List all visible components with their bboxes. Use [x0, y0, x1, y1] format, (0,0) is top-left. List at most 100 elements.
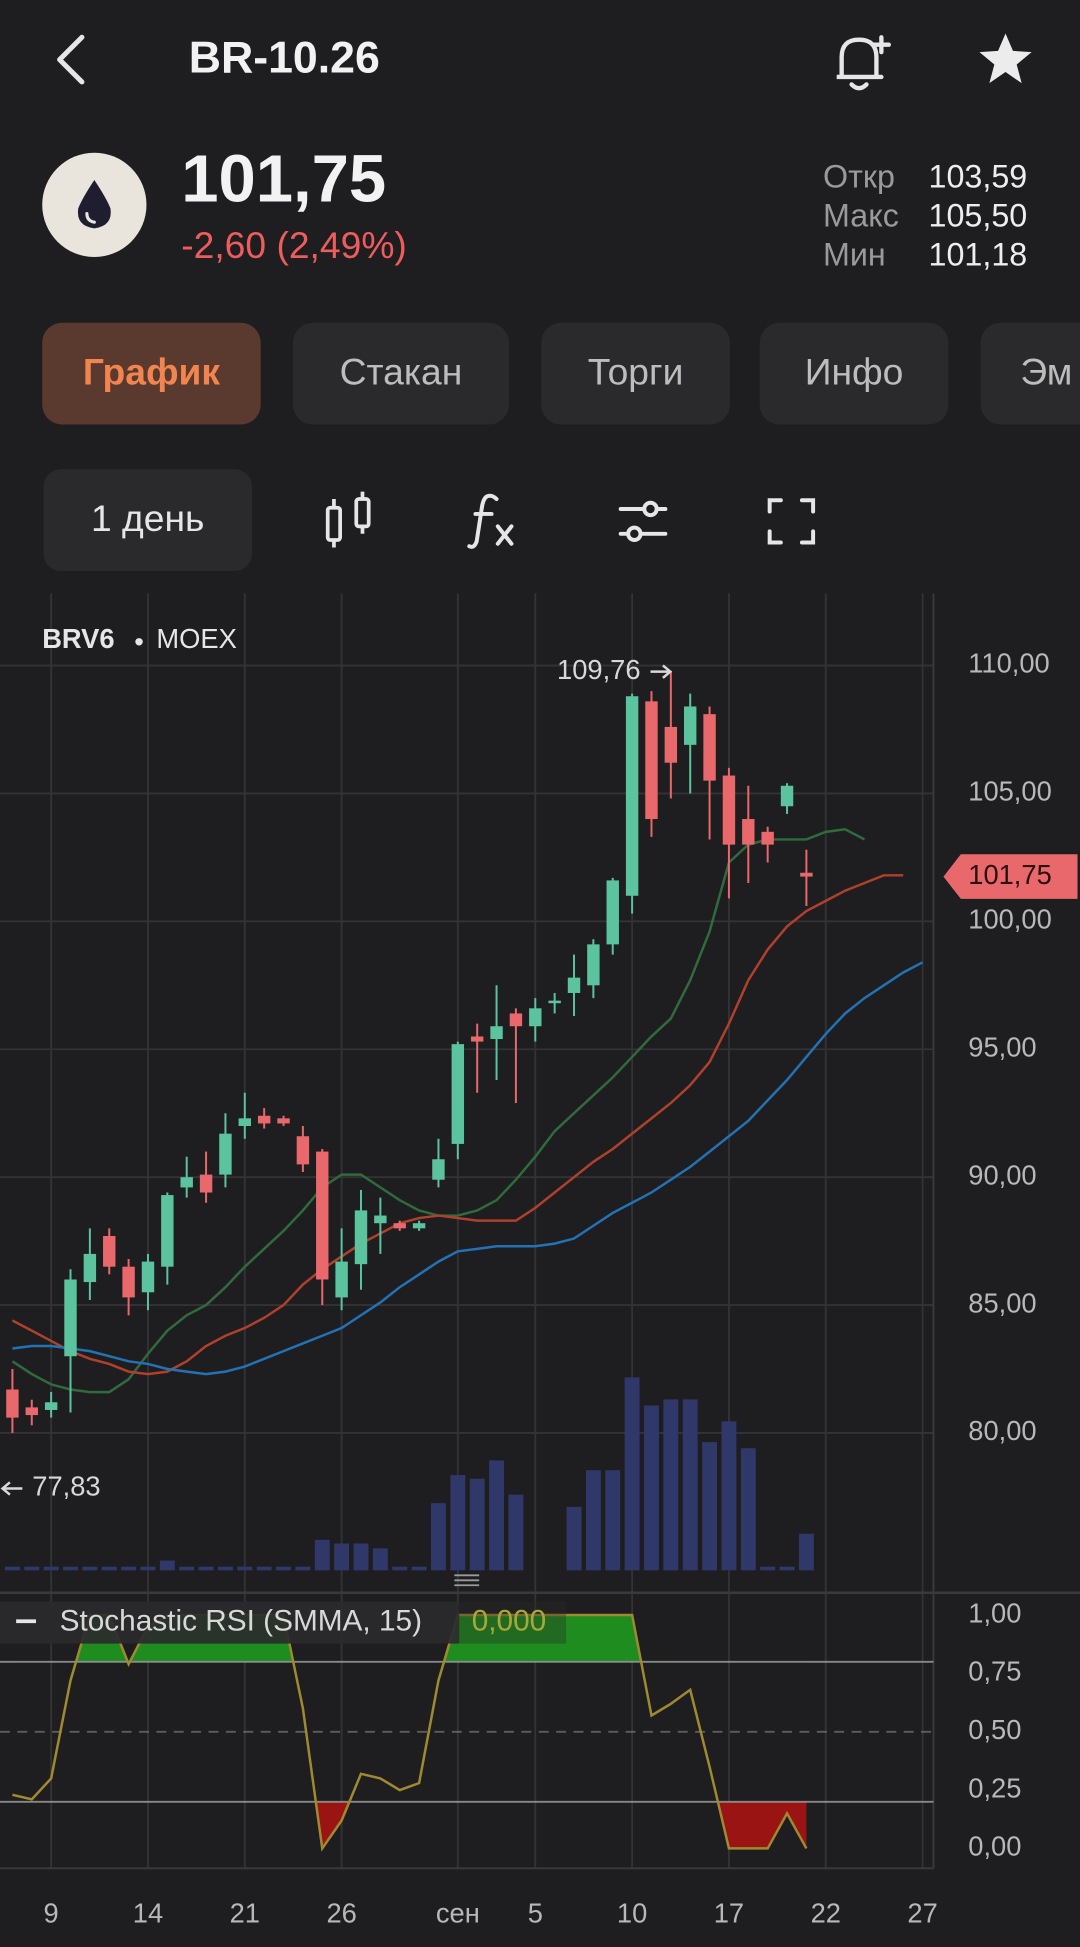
low-arrow	[0, 1481, 23, 1496]
candle-body	[316, 1151, 329, 1280]
volume-bar	[624, 1377, 640, 1571]
candle-body	[199, 1174, 213, 1193]
candle-body	[432, 1159, 445, 1180]
candle-body	[664, 726, 678, 763]
tab-label: График	[83, 351, 221, 393]
y-tick-label: 0,50	[968, 1714, 1021, 1745]
volume-bar	[276, 1566, 291, 1571]
volume-bar	[353, 1543, 369, 1571]
tab[interactable]	[42, 322, 261, 425]
volume-bar	[256, 1566, 272, 1571]
x-tick-label: сен	[436, 1898, 480, 1929]
x-axis: 9 14 21 26 сен 5 10 17 22 27	[44, 1898, 938, 1929]
tab-label: Торги	[588, 351, 684, 393]
indicator-value: 0,000	[472, 1604, 547, 1637]
x-tick-label: 17	[714, 1898, 744, 1929]
tab-label: Эм	[1020, 351, 1072, 393]
price-chart: 109,76 77,83 101,75	[0, 654, 1078, 1571]
stat-label: Мин	[823, 237, 886, 273]
volume-bar	[644, 1405, 659, 1571]
stat-value: 103,59	[929, 158, 1028, 194]
volume-bar	[217, 1566, 233, 1571]
volume-bar	[179, 1566, 195, 1571]
x-tick-label: 21	[230, 1898, 260, 1929]
volume-bar	[101, 1566, 117, 1571]
stat-value: 105,50	[929, 197, 1028, 233]
candle-body	[451, 1044, 465, 1144]
candle-body	[742, 819, 755, 845]
tab[interactable]	[292, 322, 509, 425]
moving-average	[12, 961, 924, 1376]
indicators-button[interactable]	[467, 493, 514, 549]
title: BR-10.26	[189, 34, 380, 83]
volume-bar	[43, 1566, 59, 1571]
volume-bar	[585, 1470, 601, 1571]
volume-bar	[702, 1442, 718, 1571]
volume-bar	[121, 1566, 137, 1571]
candle-body	[335, 1261, 348, 1298]
volume-bar	[721, 1421, 737, 1571]
stat-value: 101,18	[929, 237, 1028, 273]
chart-type-button[interactable]	[325, 491, 371, 548]
x-tick-label: 9	[44, 1898, 59, 1929]
volume-bar	[682, 1399, 698, 1571]
alert-button[interactable]	[836, 35, 892, 91]
exchange: MOEX	[156, 623, 236, 654]
tab[interactable]	[980, 322, 1080, 425]
y-tick-label: 105,00	[968, 776, 1052, 807]
resize-handle[interactable]	[454, 1574, 480, 1587]
y-tick-label: 110,00	[968, 648, 1049, 679]
candle-body	[103, 1236, 116, 1267]
x-tick-label: 10	[617, 1898, 647, 1929]
volume-bar	[508, 1494, 524, 1571]
price-change: -2,60 (2,49%)	[181, 224, 407, 266]
candle-body	[722, 775, 736, 845]
volume-bar	[4, 1566, 20, 1571]
y-tick-label: 90,00	[968, 1159, 1036, 1190]
candle-body	[238, 1118, 252, 1127]
volume-bar	[334, 1543, 350, 1571]
candle-body	[587, 944, 600, 986]
y-tick-label: 100,00	[968, 904, 1052, 935]
volume-bar	[469, 1478, 485, 1571]
favorite-button[interactable]	[979, 33, 1032, 84]
candle-body	[703, 714, 716, 781]
fullscreen-button[interactable]	[767, 498, 816, 545]
candle-body	[800, 872, 813, 877]
volume-bar	[159, 1560, 175, 1571]
legend-bg	[0, 1601, 460, 1644]
volume-bar	[431, 1503, 446, 1571]
volume-bar	[663, 1399, 679, 1571]
timeframe-button[interactable]	[43, 469, 253, 572]
candle-body	[645, 701, 658, 820]
y-tick-label: 0,00	[968, 1831, 1021, 1862]
volume-bar	[450, 1475, 466, 1571]
y-tick-label: 0,75	[968, 1656, 1021, 1687]
settings-button[interactable]	[618, 500, 668, 542]
volume-bar	[198, 1566, 214, 1571]
tab-label: Стакан	[340, 351, 463, 393]
indicator-title: Stochastic RSI (SMMA, 15)	[60, 1604, 422, 1637]
volume-bar	[411, 1566, 427, 1571]
high-arrow	[650, 664, 673, 679]
candle-body	[180, 1177, 193, 1188]
back-button[interactable]	[57, 34, 85, 85]
candle-body	[567, 977, 581, 993]
tab[interactable]	[541, 322, 730, 425]
price: 101,75	[181, 141, 386, 216]
candle-body	[548, 1000, 561, 1004]
stat-label: Откр	[823, 158, 895, 194]
candle-body	[25, 1407, 38, 1416]
candle-body	[606, 880, 619, 945]
candle-body	[684, 706, 697, 745]
indicator-legend: Stochastic RSI (SMMA, 15) 0,000	[0, 1601, 567, 1644]
candle-body	[780, 785, 794, 807]
x-tick-label: 26	[326, 1898, 356, 1929]
candle-body	[161, 1195, 174, 1267]
tab[interactable]	[759, 322, 949, 425]
y-tick-label: 1,00	[968, 1597, 1021, 1628]
y-tick-label: 95,00	[968, 1031, 1036, 1062]
candle-body	[44, 1402, 58, 1410]
candle-body	[412, 1223, 426, 1229]
